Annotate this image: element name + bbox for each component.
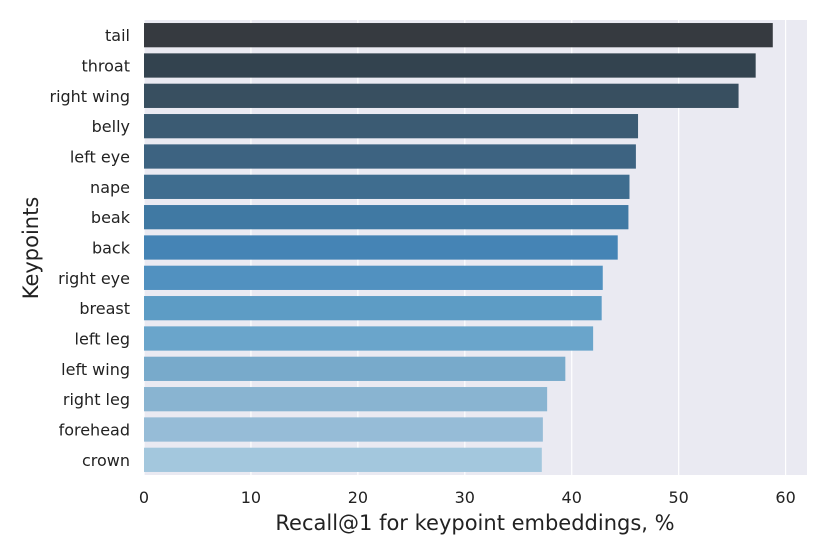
y-tick-label: throat xyxy=(81,57,130,76)
y-tick-label: right eye xyxy=(58,269,130,288)
x-tick-label: 0 xyxy=(139,488,149,507)
y-tick-label: crown xyxy=(82,451,130,470)
x-axis-label: Recall@1 for keypoint embeddings, % xyxy=(275,511,674,535)
bar-right-wing xyxy=(144,83,739,108)
x-tick-label: 20 xyxy=(348,488,368,507)
y-tick-label: left leg xyxy=(75,330,130,349)
bar-crown xyxy=(144,447,542,472)
y-tick-label: right wing xyxy=(49,87,130,106)
bar-forehead xyxy=(144,417,543,442)
y-tick-label: nape xyxy=(90,178,130,197)
bar-throat xyxy=(144,53,756,78)
bar-tail xyxy=(144,23,773,48)
bar-back xyxy=(144,235,618,260)
bars xyxy=(144,23,773,472)
y-tick-label: beak xyxy=(91,208,131,227)
y-tick-label: left eye xyxy=(70,148,130,167)
y-tick-label: left wing xyxy=(61,360,130,379)
y-tick-label: forehead xyxy=(59,421,130,440)
bar-right-eye xyxy=(144,265,603,290)
x-tick-labels: 0 10 20 30 40 50 60 xyxy=(139,488,796,507)
y-tick-label: right leg xyxy=(63,390,130,409)
x-tick-label: 50 xyxy=(668,488,688,507)
bar-left-eye xyxy=(144,144,636,169)
bar-left-leg xyxy=(144,326,594,351)
y-tick-label: tail xyxy=(105,26,130,45)
bar-left-wing xyxy=(144,356,566,381)
x-tick-label: 60 xyxy=(775,488,795,507)
y-tick-label: belly xyxy=(92,117,130,136)
y-axis-label: Keypoints xyxy=(19,197,43,300)
bar-breast xyxy=(144,296,602,321)
x-tick-label: 30 xyxy=(455,488,475,507)
bar-right-leg xyxy=(144,387,548,412)
y-tick-labels: tail throat right wing belly left eye nape bea… xyxy=(49,26,130,470)
x-tick-label: 40 xyxy=(562,488,582,507)
bar-beak xyxy=(144,205,629,230)
bar-nape xyxy=(144,174,630,199)
y-tick-label: breast xyxy=(79,299,130,318)
x-tick-label: 10 xyxy=(241,488,261,507)
bar-belly xyxy=(144,114,639,139)
y-tick-label: back xyxy=(92,239,131,258)
